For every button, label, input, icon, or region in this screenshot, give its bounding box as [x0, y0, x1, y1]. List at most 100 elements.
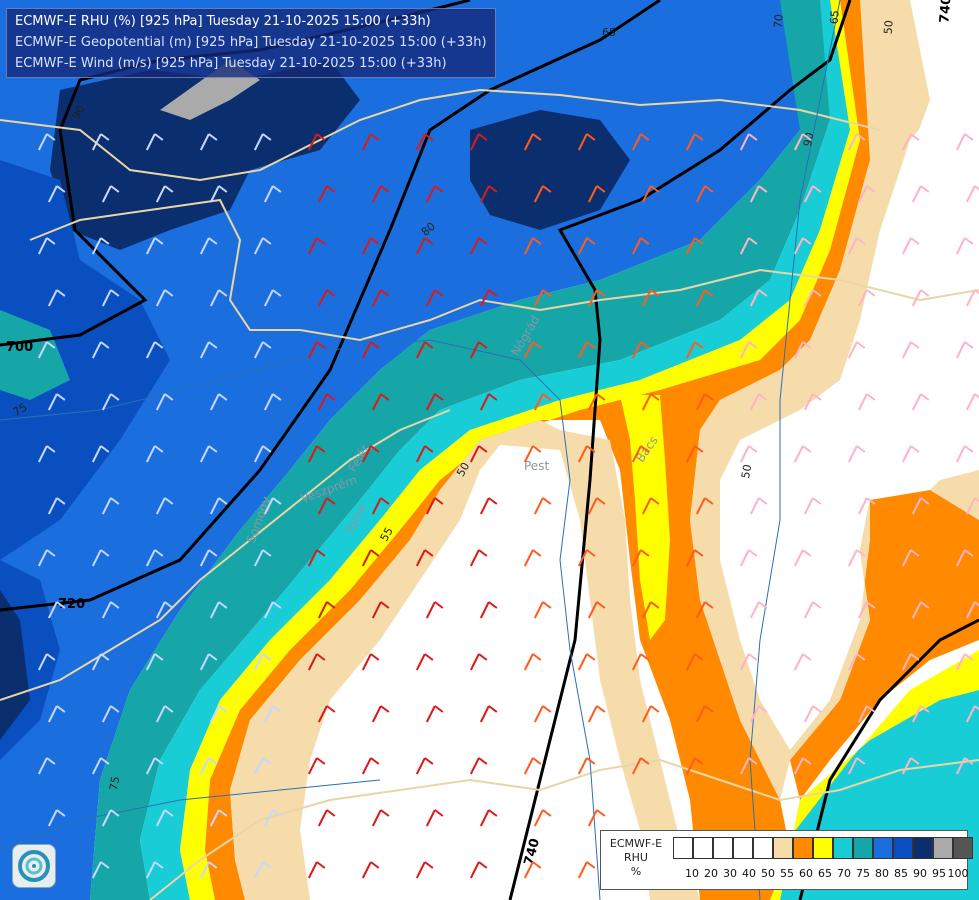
wind-barb — [793, 133, 812, 151]
wind-barb — [587, 393, 606, 411]
wind-barb — [361, 445, 380, 463]
wind-barb — [695, 705, 714, 723]
wind-barb — [739, 445, 758, 463]
wind-barb — [577, 445, 596, 463]
legend-swatch-10 — [673, 837, 693, 859]
wind-barb — [361, 237, 380, 255]
wind-barb — [479, 497, 498, 515]
wind-barb — [199, 653, 218, 671]
wind-barb — [901, 445, 920, 463]
rhu-75-patch-w — [0, 310, 70, 400]
wind-barb — [199, 237, 218, 255]
wind-barb — [415, 653, 434, 671]
wind-barb — [145, 133, 164, 151]
wind-barb — [523, 653, 542, 671]
wind-barb — [857, 393, 876, 411]
wind-barb — [523, 445, 542, 463]
wind-barb — [641, 185, 660, 203]
wind-barb — [371, 185, 390, 203]
wind-barb — [253, 133, 272, 151]
wind-barb — [37, 549, 56, 567]
wind-barb — [101, 601, 120, 619]
wind-barb — [695, 289, 714, 307]
border-southwest — [0, 409, 451, 701]
wind-barb — [37, 237, 56, 255]
wind-barb — [469, 341, 488, 359]
geopotential-label-720: 720 — [58, 597, 85, 612]
wind-barb — [641, 601, 660, 619]
legend-tick-70: 70 — [837, 867, 851, 880]
wind-barb — [361, 861, 380, 879]
wind-barb — [469, 237, 488, 255]
legend-ticks: 10 20 30 40 50 55 60 65 70 75 80 85 90 95 100 — [673, 867, 969, 883]
wind-barb — [91, 237, 110, 255]
legend-swatch-85 — [893, 837, 913, 859]
wind-barb — [263, 185, 282, 203]
wind-barb — [253, 341, 272, 359]
wind-barb — [199, 757, 218, 775]
wind-barb — [47, 809, 66, 827]
river-tisza — [749, 0, 841, 900]
wind-barb — [577, 757, 596, 775]
wind-barb — [469, 133, 488, 151]
wind-barb — [425, 393, 444, 411]
wind-barb — [533, 185, 552, 203]
rhu-label-70: 70 — [771, 14, 785, 29]
legend-tick-40: 40 — [742, 867, 756, 880]
wind-barb — [857, 601, 876, 619]
legend-swatch-95 — [933, 837, 953, 859]
wind-barb — [857, 185, 876, 203]
wind-barb — [533, 497, 552, 515]
wind-barb — [803, 185, 822, 203]
geopotential-label-700: 700 — [6, 340, 33, 355]
border-northwest — [29, 198, 979, 342]
wind-barb — [641, 393, 660, 411]
wind-barb — [739, 133, 758, 151]
wind-barb — [253, 757, 272, 775]
wind-barb — [307, 445, 326, 463]
river-drava — [0, 779, 381, 851]
wind-barb — [253, 861, 272, 879]
wind-barb — [317, 705, 336, 723]
admin-borders — [0, 88, 979, 900]
wind-barb — [37, 445, 56, 463]
wind-barb — [155, 289, 174, 307]
wind-barb — [317, 497, 336, 515]
wind-barb — [199, 861, 218, 879]
wind-barb — [145, 861, 164, 879]
wind-barb — [847, 237, 866, 255]
wind-barb — [641, 289, 660, 307]
wind-barb — [469, 757, 488, 775]
wind-barb — [749, 185, 768, 203]
legend-swatch-20 — [693, 837, 713, 859]
header-line-geopotential: ECMWF-E Geopotential (m) [925 hPa] Tuesd… — [15, 35, 487, 50]
geopotential-720-line — [0, 0, 661, 612]
wind-barb — [533, 601, 552, 619]
wind-barb — [911, 497, 930, 515]
wind-barb — [145, 653, 164, 671]
wind-barb — [685, 653, 704, 671]
wind-barb — [145, 549, 164, 567]
wind-barb — [857, 497, 876, 515]
wind-barb — [317, 809, 336, 827]
wind-barb — [101, 185, 120, 203]
wind-barb — [739, 549, 758, 567]
wind-barb — [317, 289, 336, 307]
wind-barb — [307, 757, 326, 775]
wind-barb — [803, 601, 822, 619]
wind-barb — [469, 861, 488, 879]
rhu-label-65-b: 65 — [602, 26, 616, 39]
wind-barb — [415, 861, 434, 879]
wind-barb — [307, 237, 326, 255]
wind-barb — [199, 341, 218, 359]
wind-barb — [533, 289, 552, 307]
wind-barb — [361, 757, 380, 775]
rhu-50-east-island — [750, 430, 840, 650]
wind-barb — [641, 705, 660, 723]
rhu-65-region-se — [770, 650, 979, 900]
wind-barb — [901, 133, 920, 151]
legend-swatch-65 — [813, 837, 833, 859]
wind-barb — [155, 497, 174, 515]
